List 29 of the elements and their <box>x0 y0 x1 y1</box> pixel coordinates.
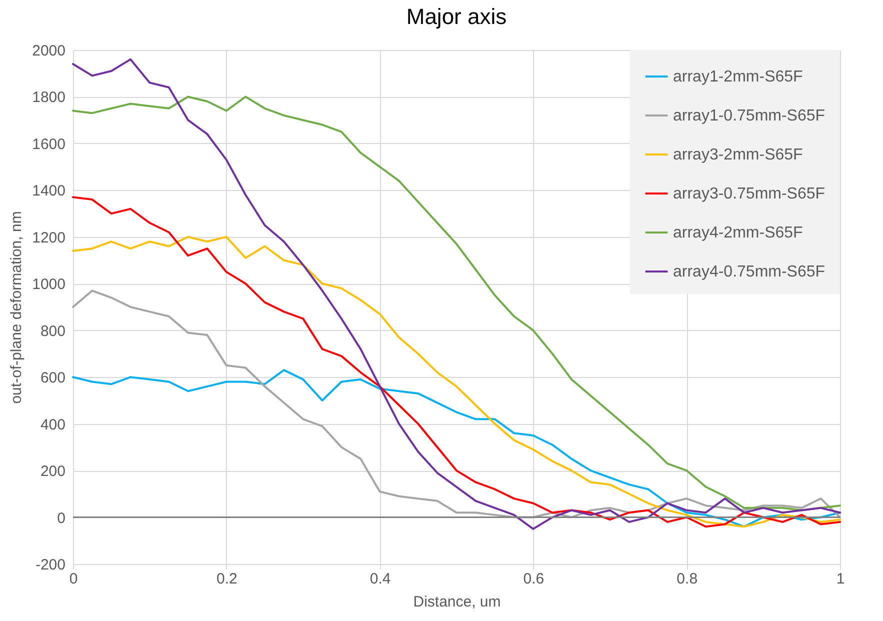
x-tick-label: 0 <box>69 570 78 588</box>
y-tick-label: 400 <box>40 416 66 434</box>
line-series <box>72 369 841 528</box>
x-tick-label: 0.8 <box>676 570 698 588</box>
y-tick-label: 600 <box>40 370 66 387</box>
y-tick-label: 0 <box>57 510 66 527</box>
x-axis-title: Distance, um <box>413 594 501 610</box>
x-tick-label: 0.4 <box>370 570 391 588</box>
y-tick-label: 1400 <box>32 182 66 200</box>
line-series <box>72 290 841 518</box>
y-axis-title: out-of-plane deformation, nm <box>8 211 26 404</box>
legend-label: array3-2mm-S65F <box>673 146 804 164</box>
legend-label: array4-0.75mm-S65F <box>673 264 826 280</box>
y-tick-label: -200 <box>35 556 66 574</box>
legend-label: array1-0.75mm-S65F <box>673 108 826 124</box>
legend-label: array4-2mm-S65F <box>673 224 804 242</box>
x-tick-label: 0.6 <box>523 570 544 588</box>
chart-title: Major axis <box>406 4 507 29</box>
y-tick-label: 1000 <box>32 276 66 294</box>
y-tick-label: 1800 <box>32 89 66 106</box>
y-tick-label: 200 <box>40 463 66 480</box>
y-tick-label: 1200 <box>32 229 66 246</box>
y-tick-label: 2000 <box>32 42 66 60</box>
x-tick-label: 0.2 <box>216 570 238 588</box>
y-tick-label: 1600 <box>32 136 66 153</box>
x-tick-label: 1 <box>836 570 845 588</box>
y-tick-label: 800 <box>40 322 66 340</box>
legend-label: array1-2mm-S65F <box>673 68 804 86</box>
legend-label: array3-0.75mm-S65F <box>673 186 826 202</box>
